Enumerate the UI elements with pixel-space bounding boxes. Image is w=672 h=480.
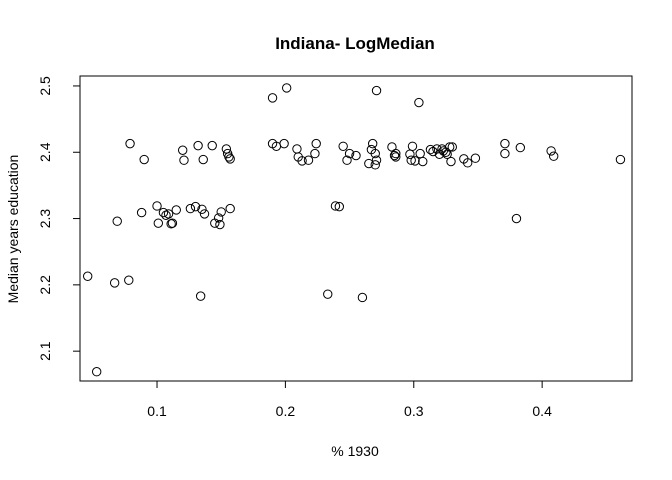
data-point xyxy=(546,146,556,156)
chart-title: Indiana- LogMedian xyxy=(275,34,435,53)
data-point xyxy=(364,158,374,169)
data-point xyxy=(297,156,307,166)
data-point xyxy=(371,155,382,165)
data-point xyxy=(224,152,234,162)
data-point xyxy=(216,207,226,217)
data-point xyxy=(406,155,416,165)
data-point xyxy=(109,278,120,288)
data-point xyxy=(125,138,135,149)
data-point xyxy=(303,155,314,165)
data-point xyxy=(163,209,174,219)
data-point xyxy=(511,213,522,224)
data-point xyxy=(334,201,345,212)
data-point xyxy=(177,145,188,155)
data-point xyxy=(367,138,378,149)
data-point xyxy=(370,160,380,170)
data-point xyxy=(185,203,196,214)
data-point xyxy=(195,291,206,301)
data-point xyxy=(225,203,235,214)
data-point xyxy=(414,97,424,108)
data-point xyxy=(281,83,292,93)
data-point xyxy=(470,153,481,163)
data-point xyxy=(124,275,134,285)
data-point xyxy=(615,154,626,165)
data-point xyxy=(389,150,400,161)
data-point xyxy=(197,204,207,214)
x-tick-label: 0.4 xyxy=(532,403,552,419)
data-point xyxy=(179,155,189,165)
data-point xyxy=(447,142,457,152)
y-tick-label: 2.5 xyxy=(37,76,53,96)
data-point xyxy=(500,138,510,149)
data-point xyxy=(357,292,368,303)
data-point xyxy=(418,156,428,167)
data-point xyxy=(500,148,510,159)
data-point xyxy=(370,148,380,159)
data-point xyxy=(548,151,559,161)
data-point xyxy=(310,148,320,159)
y-axis: 2.1 2.2 2.3 2.4 2.5 xyxy=(37,76,81,361)
data-point xyxy=(391,148,401,159)
data-point xyxy=(351,150,361,161)
data-point xyxy=(167,218,178,228)
y-tick-label: 2.3 xyxy=(37,209,53,229)
data-point xyxy=(158,207,169,218)
data-point xyxy=(215,219,225,230)
data-points xyxy=(83,83,626,377)
data-point xyxy=(166,219,176,229)
y-tick-label: 2.4 xyxy=(37,142,53,162)
data-point xyxy=(199,209,210,219)
data-point xyxy=(311,138,321,149)
data-point xyxy=(407,141,418,151)
x-tick-label: 0.1 xyxy=(147,403,167,419)
y-tick-label: 2.2 xyxy=(37,275,53,295)
data-point xyxy=(415,148,425,159)
data-point xyxy=(161,210,171,220)
data-point xyxy=(139,154,149,165)
data-point xyxy=(515,142,526,153)
y-axis-label: Median years education xyxy=(5,155,21,304)
data-point xyxy=(225,154,235,164)
data-point xyxy=(371,85,382,96)
data-point xyxy=(153,218,164,228)
data-point xyxy=(425,144,436,155)
y-tick-label: 2.1 xyxy=(37,341,53,361)
data-point xyxy=(136,207,147,218)
data-point xyxy=(193,140,203,151)
data-point xyxy=(198,154,208,165)
data-point xyxy=(152,201,162,211)
x-tick-label: 0.3 xyxy=(404,403,424,419)
data-point xyxy=(342,155,352,165)
data-point xyxy=(207,140,217,151)
data-point xyxy=(391,152,401,162)
data-point xyxy=(83,271,93,281)
data-point xyxy=(330,201,341,211)
data-point xyxy=(91,367,102,377)
data-point xyxy=(446,156,456,167)
data-point xyxy=(279,138,289,149)
data-point xyxy=(267,93,278,103)
data-point xyxy=(171,205,181,215)
data-point xyxy=(292,144,302,154)
data-point xyxy=(344,148,355,159)
x-axis-label: % 1930 xyxy=(331,443,379,459)
x-tick-label: 0.2 xyxy=(276,403,296,419)
data-point xyxy=(338,141,348,151)
data-point xyxy=(323,289,333,299)
data-point xyxy=(190,201,201,212)
data-point xyxy=(462,158,473,168)
data-point xyxy=(213,213,224,223)
data-point xyxy=(432,144,442,154)
data-point xyxy=(445,142,455,152)
data-point xyxy=(410,156,420,166)
data-point xyxy=(112,216,122,226)
x-axis: 0.1 0.2 0.3 0.4 xyxy=(147,380,552,419)
plot-frame xyxy=(79,75,633,382)
